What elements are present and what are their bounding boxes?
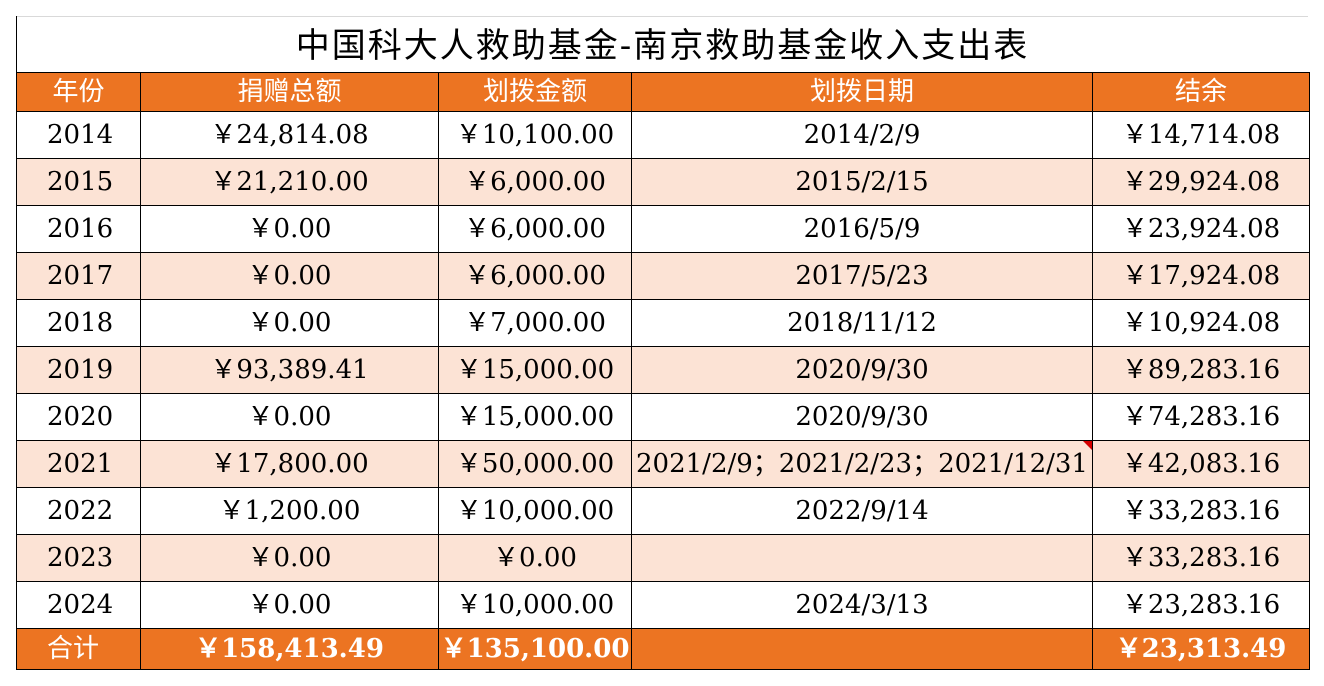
total-label[interactable]: 合计 [16,628,141,670]
total-allocation[interactable]: ￥135,100.00 [438,628,632,670]
cell-date[interactable]: 2024/3/13 [631,581,1093,629]
comment-indicator-icon[interactable] [1083,441,1092,450]
cell-balance[interactable]: ￥74,283.16 [1092,393,1310,441]
header-row: 年份 捐赠总额 划拨金额 划拨日期 结余 [16,72,1310,112]
cell-year[interactable]: 2022 [16,487,141,535]
cell-date[interactable]: 2014/2/9 [631,111,1093,159]
cell-year[interactable]: 2020 [16,393,141,441]
cell-date[interactable]: 2015/2/15 [631,158,1093,206]
sheet-top-gridline [16,16,1309,17]
table-row: 2023 ￥0.00 ￥0.00 ￥33,283.16 [16,534,1310,582]
total-date[interactable] [631,628,1093,670]
cell-allocation[interactable]: ￥10,000.00 [438,487,632,535]
header-balance[interactable]: 结余 [1092,72,1310,112]
cell-date[interactable]: 2017/5/23 [631,252,1093,300]
cell-balance[interactable]: ￥17,924.08 [1092,252,1310,300]
cell-allocation[interactable]: ￥10,100.00 [438,111,632,159]
cell-allocation[interactable]: ￥15,000.00 [438,393,632,441]
cell-year[interactable]: 2024 [16,581,141,629]
cell-balance[interactable]: ￥14,714.08 [1092,111,1310,159]
cell-allocation[interactable]: ￥6,000.00 [438,252,632,300]
cell-balance[interactable]: ￥23,283.16 [1092,581,1310,629]
cell-date[interactable]: 2020/9/30 [631,393,1093,441]
table-row: 2021 ￥17,800.00 ￥50,000.00 2021/2/9；2021/2/… [16,440,1310,488]
cell-year[interactable]: 2019 [16,346,141,394]
cell-allocation[interactable]: ￥15,000.00 [438,346,632,394]
table-row: 2015 ￥21,210.00 ￥6,000.00 2015/2/15 ￥29,924.… [16,158,1310,206]
cell-balance[interactable]: ￥29,924.08 [1092,158,1310,206]
cell-donation[interactable]: ￥0.00 [140,534,439,582]
cell-allocation[interactable]: ￥6,000.00 [438,205,632,253]
table-row: 2019 ￥93,389.41 ￥15,000.00 2020/9/30 ￥89,283… [16,346,1310,394]
cell-date[interactable] [631,534,1093,582]
income-expense-table: 年份 捐赠总额 划拨金额 划拨日期 结余 2014 ￥24,814.08 ￥10,1… [16,72,1310,670]
table-title[interactable]: 中国科大人救助基金-南京救助基金收入支出表 [16,16,1309,72]
total-row: 合计 ￥158,413.49 ￥135,100.00 ￥23,313.49 [16,628,1310,670]
cell-allocation[interactable]: ￥10,000.00 [438,581,632,629]
table-row: 2018 ￥0.00 ￥7,000.00 2018/11/12 ￥10,924.08 [16,299,1310,347]
cell-balance[interactable]: ￥89,283.16 [1092,346,1310,394]
cell-allocation[interactable]: ￥0.00 [438,534,632,582]
total-balance[interactable]: ￥23,313.49 [1092,628,1310,670]
cell-donation[interactable]: ￥0.00 [140,581,439,629]
cell-date[interactable]: 2022/9/14 [631,487,1093,535]
cell-donation[interactable]: ￥93,389.41 [140,346,439,394]
cell-donation[interactable]: ￥17,800.00 [140,440,439,488]
table-row: 2017 ￥0.00 ￥6,000.00 2017/5/23 ￥17,924.08 [16,252,1310,300]
cell-date[interactable]: 2016/5/9 [631,205,1093,253]
table-row: 2020 ￥0.00 ￥15,000.00 2020/9/30 ￥74,283.16 [16,393,1310,441]
table-row: 2016 ￥0.00 ￥6,000.00 2016/5/9 ￥23,924.08 [16,205,1310,253]
cell-donation[interactable]: ￥0.00 [140,205,439,253]
table-row: 2024 ￥0.00 ￥10,000.00 2024/3/13 ￥23,283.16 [16,581,1310,629]
cell-date[interactable]: 2021/2/9；2021/2/23；2021/12/31 [631,440,1093,488]
cell-balance[interactable]: ￥10,924.08 [1092,299,1310,347]
cell-donation[interactable]: ￥0.00 [140,299,439,347]
cell-donation[interactable]: ￥0.00 [140,393,439,441]
cell-year[interactable]: 2015 [16,158,141,206]
cell-allocation[interactable]: ￥7,000.00 [438,299,632,347]
header-year[interactable]: 年份 [16,72,141,112]
cell-balance[interactable]: ￥23,924.08 [1092,205,1310,253]
header-allocation-amount[interactable]: 划拨金额 [438,72,632,112]
cell-year[interactable]: 2016 [16,205,141,253]
spreadsheet: 中国科大人救助基金-南京救助基金收入支出表 年份 捐赠总额 划拨金额 划拨日期 … [16,16,1310,670]
cell-balance[interactable]: ￥42,083.16 [1092,440,1310,488]
cell-date[interactable]: 2020/9/30 [631,346,1093,394]
cell-donation[interactable]: ￥1,200.00 [140,487,439,535]
cell-date[interactable]: 2018/11/12 [631,299,1093,347]
cell-year[interactable]: 2023 [16,534,141,582]
table-row: 2022 ￥1,200.00 ￥10,000.00 2022/9/14 ￥33,283.… [16,487,1310,535]
cell-allocation[interactable]: ￥50,000.00 [438,440,632,488]
cell-allocation[interactable]: ￥6,000.00 [438,158,632,206]
cell-year[interactable]: 2018 [16,299,141,347]
header-donation-total[interactable]: 捐赠总额 [140,72,439,112]
total-donation[interactable]: ￥158,413.49 [140,628,439,670]
cell-balance[interactable]: ￥33,283.16 [1092,534,1310,582]
cell-year[interactable]: 2014 [16,111,141,159]
cell-year[interactable]: 2017 [16,252,141,300]
cell-balance[interactable]: ￥33,283.16 [1092,487,1310,535]
cell-donation[interactable]: ￥24,814.08 [140,111,439,159]
header-allocation-date[interactable]: 划拨日期 [631,72,1093,112]
cell-year[interactable]: 2021 [16,440,141,488]
cell-donation[interactable]: ￥21,210.00 [140,158,439,206]
cell-donation[interactable]: ￥0.00 [140,252,439,300]
table-row: 2014 ￥24,814.08 ￥10,100.00 2014/2/9 ￥14,714.… [16,111,1310,159]
